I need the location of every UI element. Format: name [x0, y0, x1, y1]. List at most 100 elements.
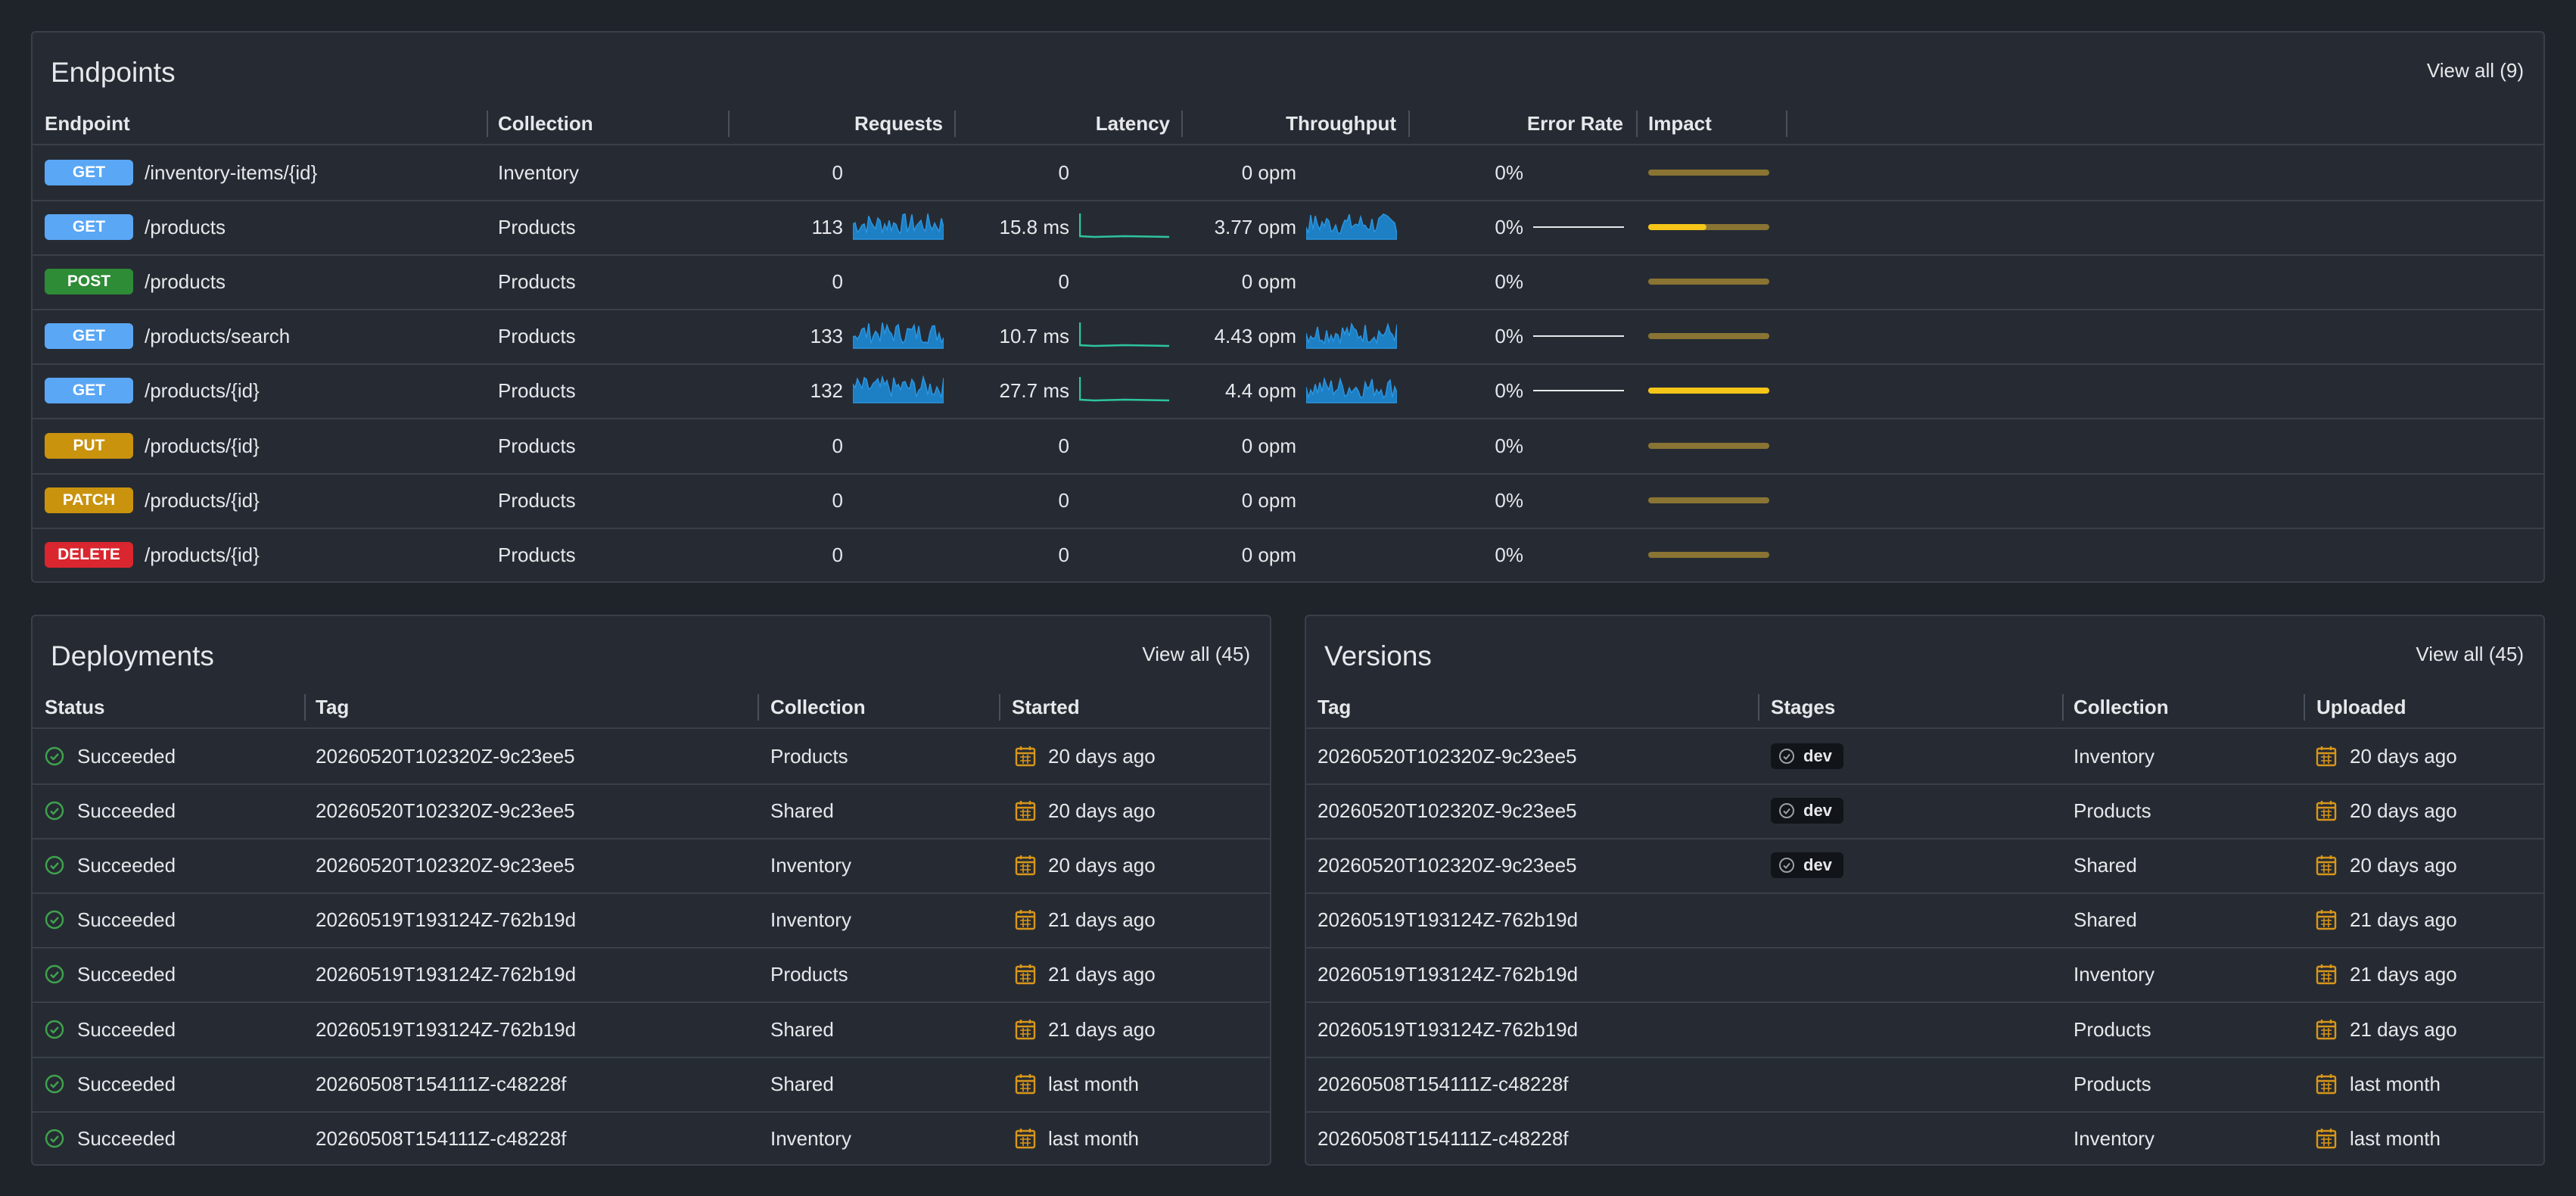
collection-link[interactable]: Inventory	[2074, 1126, 2154, 1150]
versions-panel	[1305, 615, 2545, 1166]
collection-link[interactable]: Products	[498, 543, 576, 566]
sparkline	[1079, 213, 1170, 238]
collection-link[interactable]: Inventory	[2074, 963, 2154, 986]
collection-link[interactable]: Shared	[770, 1017, 834, 1041]
collection-link[interactable]: Products	[2074, 1017, 2151, 1041]
impact-bar	[1648, 279, 1769, 285]
sparkline	[853, 375, 944, 404]
latency: 0	[1058, 543, 1069, 566]
uploaded: 21 days ago	[2350, 1017, 2457, 1041]
check-icon	[45, 965, 64, 984]
collection-link[interactable]: Inventory	[770, 908, 851, 932]
collection-link[interactable]: Products	[498, 216, 576, 239]
column-separator	[1758, 694, 1759, 721]
started: last month	[1048, 1126, 1139, 1150]
column-header: Throughput	[1286, 112, 1396, 135]
endpoint-path[interactable]: /products/{id}	[145, 488, 260, 512]
uploaded: 20 days ago	[2350, 799, 2457, 823]
endpoint-path[interactable]: /products/{id}	[145, 543, 260, 566]
collection-link[interactable]: Shared	[2074, 854, 2137, 877]
collection-link[interactable]: Shared	[770, 799, 834, 823]
collection-link[interactable]: Products	[770, 963, 848, 986]
error-rate: 0%	[1495, 488, 1523, 512]
column-separator	[999, 694, 1000, 721]
collection-link[interactable]: Products	[2074, 799, 2151, 823]
collection-link[interactable]: Products	[498, 270, 576, 294]
row-divider	[33, 727, 1270, 729]
latency: 15.8 ms	[999, 216, 1070, 239]
latency: 0	[1058, 488, 1069, 512]
sparkline	[1079, 322, 1170, 347]
uploaded: 21 days ago	[2350, 963, 2457, 986]
requests: 0	[832, 434, 843, 457]
collection-link[interactable]: Products	[2074, 1072, 2151, 1095]
throughput: 0 opm	[1241, 161, 1296, 184]
collection-link[interactable]: Products	[770, 745, 848, 768]
endpoint-path[interactable]: /products	[145, 216, 226, 239]
latency: 27.7 ms	[999, 379, 1070, 403]
view-all-link[interactable]: View all (45)	[2416, 643, 2524, 665]
collection-link[interactable]: Inventory	[770, 854, 851, 877]
collection-link[interactable]: Inventory	[770, 1126, 851, 1150]
row-divider	[1306, 838, 2543, 840]
started: 21 days ago	[1048, 908, 1156, 932]
calendar-icon	[2316, 1019, 2337, 1039]
column-header: Impact	[1648, 112, 1712, 135]
impact-bar	[1648, 170, 1769, 176]
collection-link[interactable]: Products	[498, 434, 576, 457]
sparkline	[1306, 377, 1397, 404]
impact-bar	[1648, 333, 1769, 340]
row-divider	[1306, 1001, 2543, 1004]
collection-link[interactable]: Shared	[2074, 908, 2137, 932]
check-icon	[1779, 803, 1794, 819]
error-rate: 0%	[1495, 270, 1523, 294]
row-divider	[33, 472, 2543, 475]
row-divider	[33, 200, 2543, 201]
calendar-icon	[2316, 801, 2337, 821]
column-header: Requests	[854, 112, 943, 135]
error-line	[1533, 226, 1624, 229]
sparkline	[1079, 377, 1170, 402]
tag: 20260520T102320Z-9c23ee5	[1318, 745, 1577, 768]
collection-link[interactable]: Inventory	[2074, 745, 2154, 768]
column-separator	[2304, 694, 2305, 721]
sparkline	[1306, 213, 1397, 240]
endpoints-panel	[31, 31, 2545, 583]
method-badge: DELETE	[45, 541, 133, 568]
view-all-link[interactable]: View all (9)	[2426, 59, 2524, 82]
status: Succeeded	[77, 1126, 176, 1150]
requests: 133	[810, 325, 843, 348]
throughput: 0 opm	[1241, 270, 1296, 294]
calendar-icon	[1015, 910, 1036, 930]
collection-link[interactable]: Products	[498, 488, 576, 512]
endpoint-path[interactable]: /products/{id}	[145, 379, 260, 403]
collection-link[interactable]: Inventory	[498, 161, 579, 184]
check-icon	[45, 855, 64, 875]
endpoint-path[interactable]: /products/{id}	[145, 434, 260, 457]
row-divider	[1306, 947, 2543, 949]
row-divider	[33, 1056, 1270, 1058]
endpoint-path[interactable]: /products	[145, 270, 226, 294]
collection-link[interactable]: Shared	[770, 1072, 834, 1095]
started: 21 days ago	[1048, 963, 1156, 986]
status: Succeeded	[77, 854, 176, 877]
row-divider	[33, 254, 2543, 257]
column-header: Endpoint	[45, 112, 130, 135]
latency: 10.7 ms	[999, 325, 1070, 348]
row-divider	[1306, 1110, 2543, 1113]
column-separator	[2062, 694, 2064, 721]
collection-link[interactable]: Products	[498, 379, 576, 403]
row-divider	[33, 144, 2543, 145]
requests: 0	[832, 488, 843, 512]
calendar-icon	[2316, 964, 2337, 985]
view-all-link[interactable]: View all (45)	[1142, 643, 1250, 665]
endpoint-path[interactable]: /products/search	[145, 325, 291, 348]
collection-link[interactable]: Products	[498, 325, 576, 348]
column-separator	[487, 111, 488, 137]
endpoint-path[interactable]: /inventory-items/{id}	[145, 161, 318, 184]
calendar-icon	[1015, 1128, 1036, 1148]
row-divider	[1306, 783, 2543, 785]
status: Succeeded	[77, 908, 176, 932]
